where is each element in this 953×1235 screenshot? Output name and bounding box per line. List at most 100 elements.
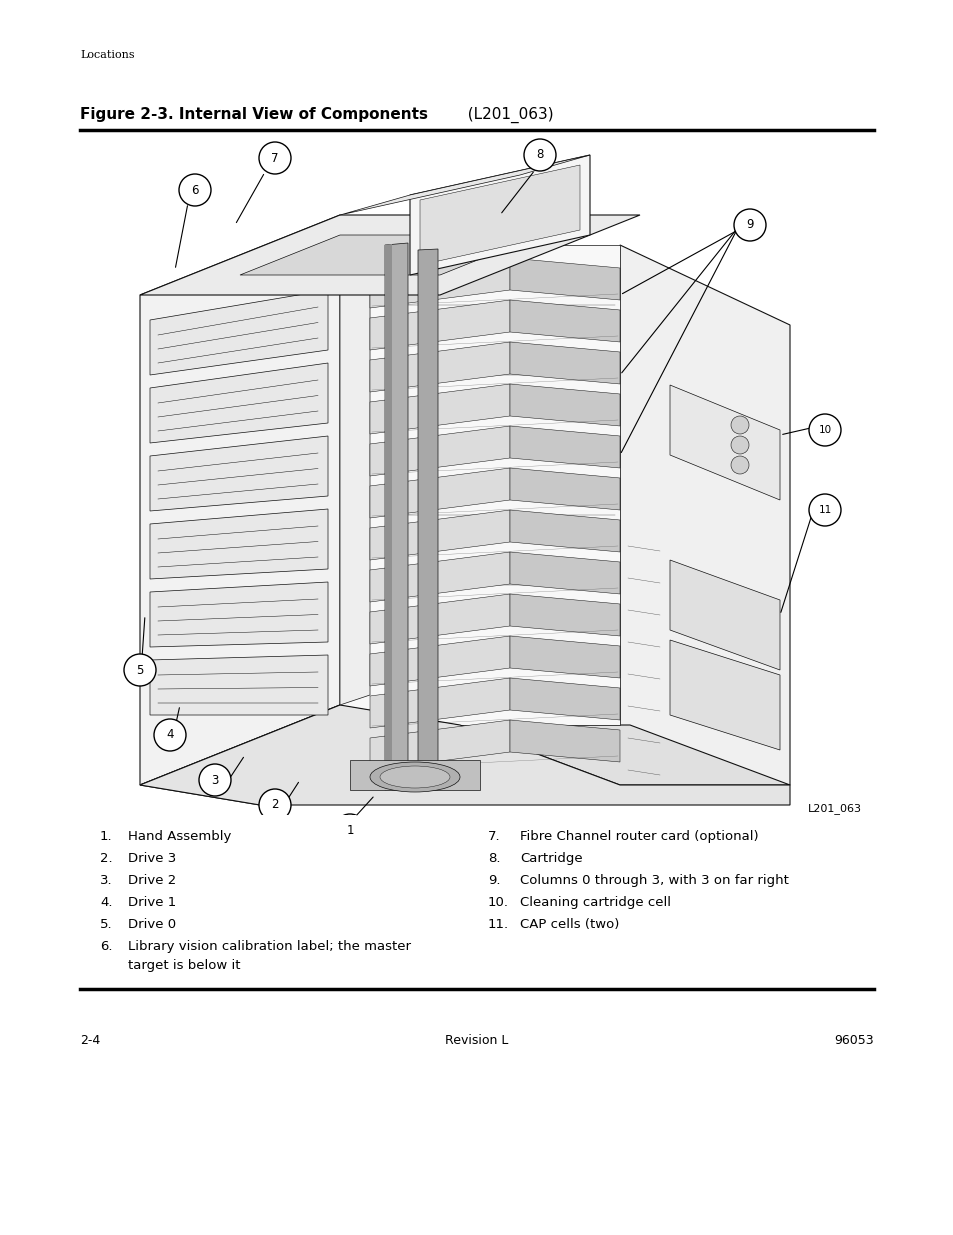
Text: 2: 2 — [271, 799, 278, 811]
Polygon shape — [510, 342, 619, 384]
Polygon shape — [510, 258, 619, 300]
Circle shape — [179, 174, 211, 206]
Text: 96053: 96053 — [834, 1034, 873, 1046]
Polygon shape — [350, 760, 479, 790]
Polygon shape — [150, 509, 328, 579]
Text: 1: 1 — [346, 824, 354, 836]
Polygon shape — [339, 156, 589, 215]
Text: 7.: 7. — [488, 830, 500, 844]
Text: Library vision calibration label; the master: Library vision calibration label; the ma… — [128, 940, 411, 953]
Polygon shape — [510, 552, 619, 594]
Polygon shape — [140, 215, 639, 295]
Polygon shape — [370, 678, 510, 727]
Polygon shape — [669, 559, 780, 671]
Circle shape — [153, 719, 186, 751]
Polygon shape — [419, 165, 579, 266]
Polygon shape — [370, 258, 510, 308]
Polygon shape — [619, 245, 789, 785]
Text: Fibre Channel router card (optional): Fibre Channel router card (optional) — [519, 830, 758, 844]
Text: Drive 1: Drive 1 — [128, 897, 176, 909]
Text: 5: 5 — [136, 663, 144, 677]
Text: 1.: 1. — [100, 830, 112, 844]
Circle shape — [258, 142, 291, 174]
Circle shape — [523, 140, 556, 170]
Text: Columns 0 through 3, with 3 on far right: Columns 0 through 3, with 3 on far right — [519, 874, 788, 887]
Text: CAP cells (two): CAP cells (two) — [519, 918, 618, 931]
Polygon shape — [370, 594, 510, 643]
Text: Revision L: Revision L — [445, 1034, 508, 1046]
Polygon shape — [510, 594, 619, 636]
Polygon shape — [510, 384, 619, 426]
Circle shape — [199, 764, 231, 797]
Polygon shape — [339, 245, 619, 725]
Circle shape — [730, 416, 748, 433]
Polygon shape — [459, 725, 789, 785]
Polygon shape — [385, 245, 392, 790]
Text: target is below it: target is below it — [128, 958, 240, 972]
Polygon shape — [417, 249, 437, 788]
Polygon shape — [339, 235, 370, 705]
Polygon shape — [510, 426, 619, 468]
Polygon shape — [240, 235, 539, 275]
Polygon shape — [140, 705, 459, 805]
Polygon shape — [510, 720, 619, 762]
Polygon shape — [370, 384, 510, 433]
Text: 6: 6 — [191, 184, 198, 196]
Text: 6.: 6. — [100, 940, 112, 953]
Polygon shape — [510, 678, 619, 720]
Text: 2.: 2. — [100, 852, 112, 864]
Polygon shape — [150, 436, 328, 511]
Text: 4.: 4. — [100, 897, 112, 909]
Polygon shape — [510, 468, 619, 510]
Circle shape — [733, 209, 765, 241]
Text: Locations: Locations — [80, 49, 134, 61]
Polygon shape — [510, 300, 619, 342]
Text: 10: 10 — [818, 425, 831, 435]
Text: 3: 3 — [212, 773, 218, 787]
Polygon shape — [370, 720, 510, 769]
Circle shape — [258, 789, 291, 821]
Circle shape — [808, 494, 841, 526]
Circle shape — [124, 655, 156, 685]
Text: Cartridge: Cartridge — [519, 852, 582, 864]
Text: 2-4: 2-4 — [80, 1034, 100, 1046]
Polygon shape — [150, 363, 328, 443]
Polygon shape — [150, 655, 328, 715]
Polygon shape — [140, 215, 339, 785]
Polygon shape — [510, 636, 619, 678]
Polygon shape — [150, 290, 328, 375]
Ellipse shape — [370, 762, 459, 792]
Polygon shape — [669, 385, 780, 500]
Text: Hand Assembly: Hand Assembly — [128, 830, 232, 844]
Text: 9: 9 — [745, 219, 753, 231]
Text: L201_063: L201_063 — [807, 803, 862, 814]
Text: 8: 8 — [536, 148, 543, 162]
Text: 11.: 11. — [488, 918, 509, 931]
Circle shape — [730, 456, 748, 474]
Text: 5.: 5. — [100, 918, 112, 931]
Ellipse shape — [379, 766, 450, 788]
Polygon shape — [140, 705, 789, 805]
Polygon shape — [370, 426, 510, 475]
Polygon shape — [370, 300, 510, 350]
Text: Drive 2: Drive 2 — [128, 874, 176, 887]
Text: 8.: 8. — [488, 852, 500, 864]
Polygon shape — [510, 510, 619, 552]
Polygon shape — [370, 510, 510, 559]
Polygon shape — [370, 636, 510, 685]
Circle shape — [334, 814, 366, 846]
Text: 3.: 3. — [100, 874, 112, 887]
Polygon shape — [370, 342, 510, 391]
Text: Drive 0: Drive 0 — [128, 918, 176, 931]
Text: 7: 7 — [271, 152, 278, 164]
Text: Cleaning cartridge cell: Cleaning cartridge cell — [519, 897, 670, 909]
Polygon shape — [370, 468, 510, 517]
Polygon shape — [385, 243, 408, 790]
Polygon shape — [150, 582, 328, 647]
Polygon shape — [370, 552, 510, 601]
Text: Drive 3: Drive 3 — [128, 852, 176, 864]
Text: Figure 2-3. Internal View of Components: Figure 2-3. Internal View of Components — [80, 107, 428, 122]
Polygon shape — [669, 640, 780, 750]
Text: 11: 11 — [818, 505, 831, 515]
Text: 10.: 10. — [488, 897, 509, 909]
